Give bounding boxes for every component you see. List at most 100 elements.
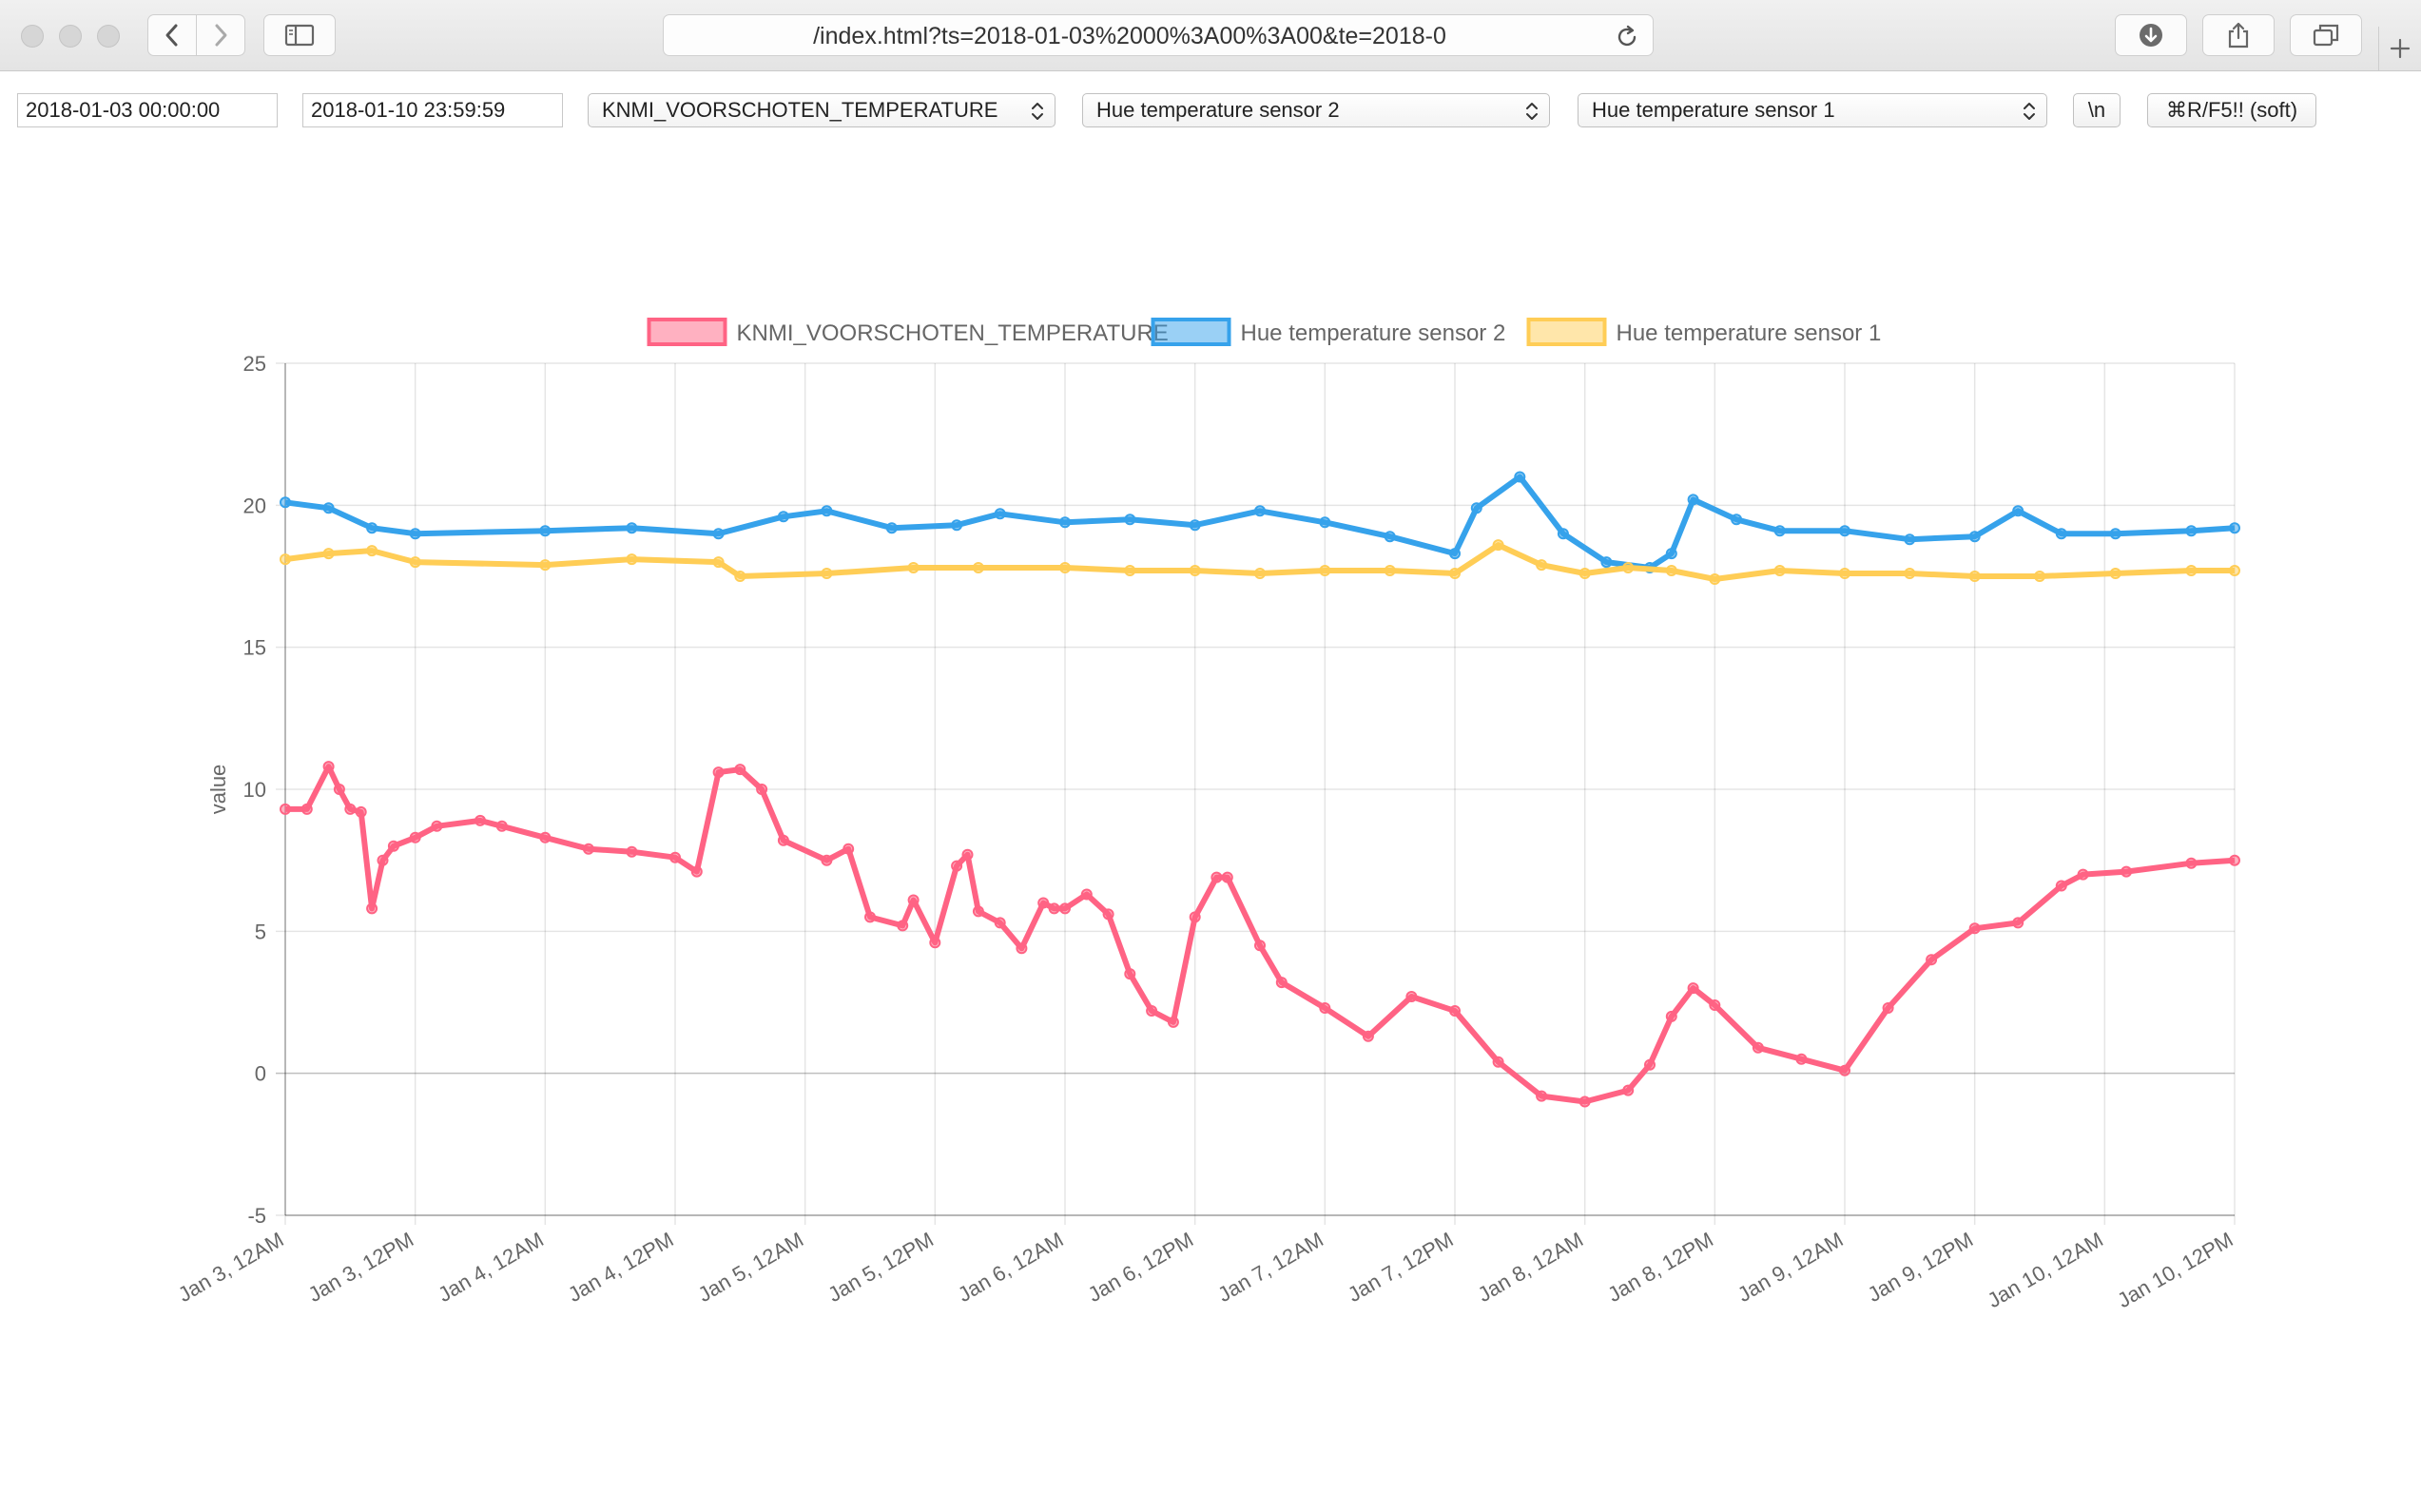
data-point[interactable] (1492, 1056, 1504, 1068)
data-point[interactable] (1578, 568, 1591, 579)
data-point[interactable] (1384, 531, 1396, 543)
data-point[interactable] (1449, 548, 1461, 560)
share-button[interactable] (2202, 14, 2275, 56)
data-point[interactable] (1622, 562, 1635, 573)
data-point[interactable] (2185, 525, 2198, 537)
data-point[interactable] (431, 820, 443, 832)
data-point[interactable] (1319, 565, 1331, 576)
data-point[interactable] (475, 814, 486, 826)
data-point[interactable] (1687, 982, 1699, 995)
data-point[interactable] (821, 568, 833, 579)
data-point[interactable] (322, 502, 335, 514)
data-point[interactable] (1189, 911, 1201, 923)
url-text[interactable]: /index.html?ts=2018-01-03%2000%3A00%3A00… (813, 23, 1446, 49)
data-point[interactable] (756, 784, 768, 795)
data-point[interactable] (539, 559, 552, 572)
start-time-input[interactable]: 2018-01-03 00:00:00 (17, 93, 278, 127)
data-point[interactable] (2109, 528, 2121, 540)
data-point[interactable] (322, 761, 335, 773)
data-point[interactable] (734, 764, 746, 776)
window-zoom-button[interactable] (97, 25, 120, 48)
data-point[interactable] (539, 831, 552, 843)
data-point[interactable] (929, 937, 941, 949)
data-point[interactable] (2229, 854, 2240, 866)
data-point[interactable] (2185, 565, 2198, 576)
data-point[interactable] (1254, 940, 1266, 952)
data-point[interactable] (1124, 514, 1136, 526)
data-point[interactable] (1709, 573, 1721, 585)
data-point[interactable] (1904, 568, 1916, 579)
data-point[interactable] (1882, 1002, 1894, 1014)
data-point[interactable] (712, 766, 725, 779)
data-point[interactable] (821, 505, 833, 517)
data-point[interactable] (1124, 968, 1136, 980)
data-point[interactable] (495, 820, 508, 832)
data-point[interactable] (777, 834, 789, 846)
data-point[interactable] (1059, 516, 1071, 529)
series-select-1[interactable]: KNMI_VOORSCHOTEN_TEMPERATURE (588, 93, 1056, 127)
data-point[interactable] (366, 545, 378, 557)
forward-button[interactable] (196, 14, 245, 56)
data-point[interactable] (1536, 559, 1548, 572)
data-point[interactable] (734, 571, 746, 582)
data-point[interactable] (409, 528, 421, 540)
data-point[interactable] (1016, 942, 1028, 955)
downloads-button[interactable] (2115, 14, 2187, 56)
data-point[interactable] (1536, 1090, 1548, 1102)
data-point[interactable] (690, 865, 703, 878)
data-point[interactable] (2229, 565, 2240, 576)
data-point[interactable] (1773, 525, 1786, 537)
data-point[interactable] (1210, 871, 1223, 883)
data-point[interactable] (280, 803, 291, 815)
data-point[interactable] (1904, 533, 1916, 546)
data-point[interactable] (2077, 868, 2089, 881)
data-point[interactable] (1687, 494, 1699, 506)
data-point[interactable] (280, 553, 291, 566)
back-button[interactable] (147, 14, 197, 56)
data-point[interactable] (1492, 539, 1504, 552)
data-point[interactable] (1037, 897, 1050, 909)
data-point[interactable] (2055, 528, 2067, 540)
data-point[interactable] (1146, 1005, 1158, 1017)
data-point[interactable] (1319, 1002, 1331, 1014)
data-point[interactable] (994, 917, 1006, 929)
data-point[interactable] (1968, 571, 1981, 582)
data-point[interactable] (1059, 902, 1071, 915)
data-point[interactable] (366, 902, 378, 915)
data-point[interactable] (2012, 505, 2024, 517)
data-point[interactable] (2109, 568, 2121, 579)
data-point[interactable] (333, 784, 345, 795)
data-point[interactable] (2034, 571, 2045, 582)
data-point[interactable] (1189, 565, 1201, 576)
data-point[interactable] (1384, 565, 1396, 576)
data-point[interactable] (1578, 1095, 1591, 1108)
data-point[interactable] (280, 496, 291, 509)
data-point[interactable] (951, 519, 963, 532)
data-point[interactable] (1968, 531, 1981, 543)
legend-item[interactable]: Hue temperature sensor 1 (1526, 318, 1882, 346)
data-point[interactable] (864, 911, 876, 923)
data-point[interactable] (539, 525, 552, 537)
data-point[interactable] (897, 920, 909, 932)
chart-legend[interactable]: KNMI_VOORSCHOTEN_TEMPERATURE Hue temperat… (647, 318, 1882, 346)
legend-item[interactable]: Hue temperature sensor 2 (1151, 318, 1506, 346)
data-point[interactable] (582, 843, 594, 855)
data-point[interactable] (1275, 977, 1288, 989)
data-point[interactable] (1048, 902, 1060, 915)
data-point[interactable] (300, 803, 313, 815)
sidebar-button[interactable] (263, 14, 336, 56)
data-point[interactable] (1644, 1058, 1656, 1071)
data-point[interactable] (1449, 568, 1461, 579)
data-point[interactable] (1731, 514, 1743, 526)
data-point[interactable] (626, 845, 638, 858)
data-point[interactable] (1405, 991, 1418, 1002)
data-point[interactable] (1600, 556, 1613, 569)
data-point[interactable] (1795, 1053, 1808, 1065)
data-point[interactable] (366, 522, 378, 534)
data-point[interactable] (1080, 888, 1093, 901)
data-point[interactable] (355, 805, 367, 818)
data-point[interactable] (2055, 880, 2067, 892)
data-point[interactable] (626, 522, 638, 534)
data-point[interactable] (907, 562, 920, 573)
data-point[interactable] (1362, 1030, 1374, 1042)
